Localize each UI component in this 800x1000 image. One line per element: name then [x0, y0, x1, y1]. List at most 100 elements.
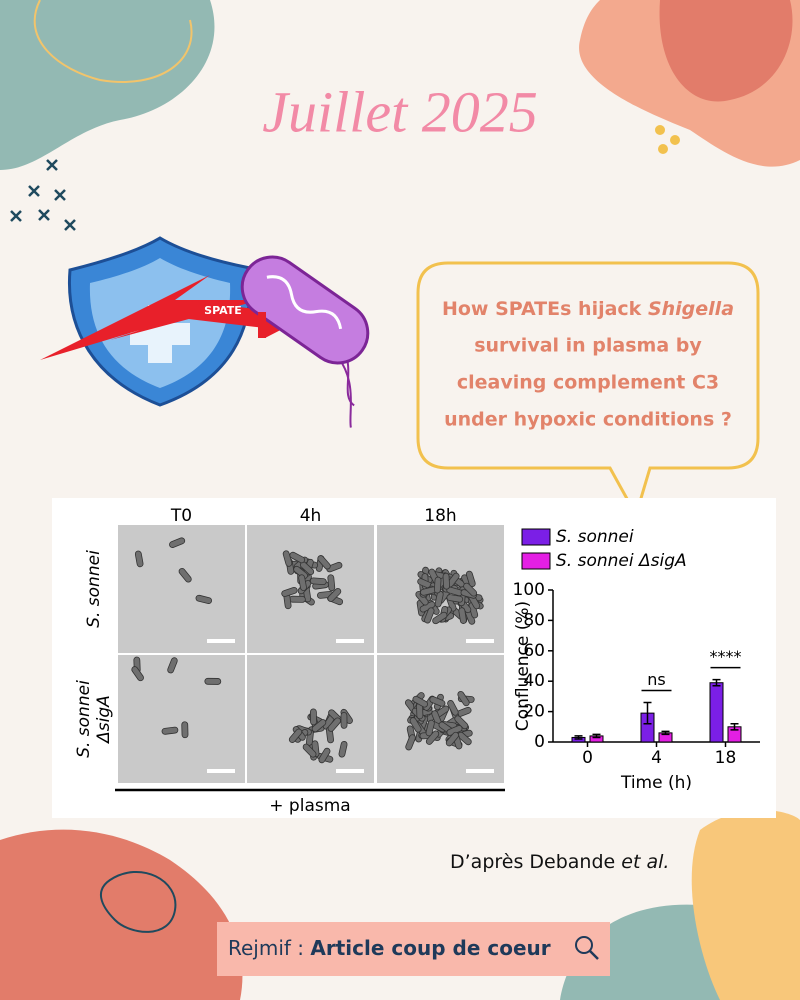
bacterium-cell [309, 708, 317, 726]
bacterium-cell [181, 721, 189, 739]
treatment-label: + plasma [269, 796, 350, 816]
y-tick-label: 100 [513, 580, 545, 600]
shield-cross [130, 305, 190, 363]
bacterium [240, 255, 370, 428]
legend-label: S. sonnei [556, 527, 634, 547]
scale-bar [207, 769, 235, 773]
bacterium-cell [327, 574, 336, 592]
bacterium-cell [446, 594, 464, 603]
scale-bar [336, 769, 364, 773]
bacterium-cell [432, 611, 448, 625]
micrograph [118, 525, 245, 653]
bacterium-cell [311, 719, 327, 733]
scale-bar [466, 639, 494, 643]
bar [709, 682, 724, 743]
footer-bold: Article coup de coeur [310, 936, 550, 960]
bacterium-cell [302, 743, 317, 758]
credit-italic: et al. [621, 851, 669, 873]
arrow-head-bar [258, 312, 266, 338]
bacterium-cell [433, 576, 442, 594]
bacterium-cell [405, 734, 416, 751]
bacterium-cell [131, 666, 144, 682]
credit-text: D’après Debande [450, 851, 621, 873]
x-tick-label: 18 [715, 748, 737, 768]
annotation: **** [710, 647, 742, 666]
arrow-label: SPATE [204, 304, 242, 317]
question-line: How SPATEs hijack Shigella [442, 298, 734, 320]
y-tick-label: 40 [523, 671, 545, 691]
bacterium-cell [195, 594, 213, 605]
lightning [40, 275, 260, 360]
blob [0, 829, 243, 1000]
bacterium-cell [169, 537, 186, 548]
bacterium-cell [327, 717, 342, 732]
footer-box [217, 922, 610, 976]
error-bar [574, 735, 583, 740]
bacterium-cell [445, 731, 460, 747]
bacterium-cell [425, 719, 435, 737]
question-italic: Shigella [648, 298, 734, 320]
bacterium-cell [463, 582, 478, 597]
blob [0, 0, 215, 170]
bacterium-cell [289, 551, 306, 564]
bacterium-cell [425, 730, 440, 745]
dot [670, 135, 680, 145]
bacterium-cell [412, 695, 429, 708]
y-tick-label: 20 [523, 702, 545, 722]
error-bar [712, 678, 721, 687]
bacterium-cell [288, 728, 303, 743]
y-axis-label: Confluence (%) [513, 601, 533, 731]
question: How SPATEs hijack Shigella survival in p… [442, 298, 734, 431]
y-tick-label: 80 [523, 610, 545, 630]
column-label: 18h [424, 506, 456, 526]
bacterium-cell [288, 595, 306, 603]
credit: D’après Debande et al. [450, 851, 669, 873]
annotation: ns [647, 670, 665, 689]
bacterium-cell [442, 572, 450, 590]
speech-bubble [416, 261, 760, 519]
bacterium-cell [454, 715, 469, 730]
y-tick-label: 0 [534, 732, 545, 752]
blob-outline [100, 870, 177, 933]
scale-bar [466, 769, 494, 773]
bacterium-cell [338, 740, 348, 758]
dot [658, 144, 668, 154]
bacterium-cell [327, 588, 342, 602]
bacterium-cell [340, 711, 348, 729]
bacterium-cell [309, 577, 327, 586]
scale-bar [336, 639, 364, 643]
legend-swatch [521, 528, 551, 546]
blob-outline [33, 0, 193, 83]
error-bar [643, 701, 652, 725]
error-bar [730, 723, 739, 731]
y-tick-label: 60 [523, 641, 545, 661]
bacterium-cell [318, 747, 331, 764]
error-bar [592, 733, 601, 739]
bacterium-cell [458, 607, 467, 624]
bacterium-cell [134, 550, 144, 568]
bacterium-cell [204, 677, 222, 685]
bacterium-cell [465, 570, 476, 588]
question-line: cleaving complement C3 [457, 372, 719, 394]
legend-swatch [521, 552, 551, 570]
row-label: S. sonnei [74, 680, 94, 758]
bacterium-cell [447, 700, 459, 716]
row-label: S. sonnei [84, 550, 104, 628]
bacterium-cell [326, 561, 343, 573]
row-label: ΔsigA [94, 695, 114, 745]
bacterium-cell [282, 550, 293, 567]
micrograph [247, 525, 374, 653]
bacterium-cell [457, 690, 470, 707]
question-text: How SPATEs hijack [442, 298, 642, 320]
x-tick-label: 0 [582, 748, 593, 768]
bacterium-cell [167, 657, 178, 674]
bacterium-cell [317, 555, 331, 570]
question-line: survival in plasma by [474, 335, 702, 357]
footer: Rejmif : Article coup de coeur [228, 936, 551, 960]
scale-bar [207, 639, 235, 643]
x-tick-label: 4 [651, 748, 662, 768]
search-icon [589, 950, 599, 960]
footer-text: Rejmif : [228, 936, 310, 960]
error-bar [661, 730, 670, 736]
